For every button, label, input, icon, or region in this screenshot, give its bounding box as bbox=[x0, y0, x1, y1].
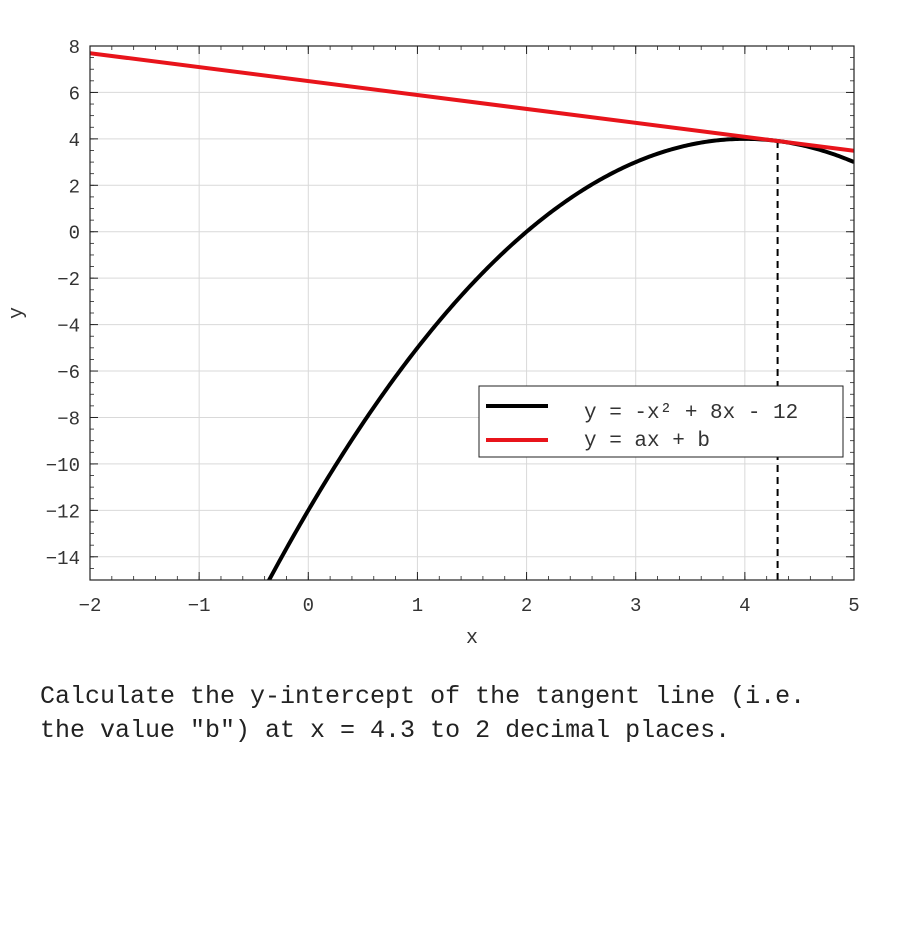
question-text: Calculate the y-intercept of the tangent… bbox=[40, 682, 806, 745]
y-tick-label: −14 bbox=[46, 548, 80, 570]
grid bbox=[89, 45, 855, 580]
y-tick-label: 6 bbox=[69, 83, 80, 105]
plot-frame bbox=[89, 45, 855, 581]
y-tick-label: −10 bbox=[46, 455, 80, 477]
x-tick-label: 0 bbox=[303, 595, 314, 617]
y-tick-labels: −14 −12 −10 −8 −6 −4 −2 0 2 4 6 8 bbox=[46, 37, 80, 570]
y-tick-label: 4 bbox=[69, 130, 80, 152]
legend-box bbox=[478, 385, 844, 458]
x-tick-label: 3 bbox=[630, 595, 641, 617]
y-tick-label: 8 bbox=[69, 37, 80, 59]
x-tick-labels: −2 −1 0 1 2 3 4 5 bbox=[79, 595, 860, 617]
x-axis-label: x bbox=[466, 627, 478, 650]
minor-ticks bbox=[89, 45, 855, 581]
x-tick-label: 2 bbox=[521, 595, 532, 617]
y-tick-label: −12 bbox=[46, 501, 80, 523]
series-tangent-line bbox=[90, 51, 854, 153]
x-tick-label: 1 bbox=[412, 595, 423, 617]
legend-label-curve: y = -x² + 8x - 12 bbox=[584, 402, 798, 425]
y-tick-label: −2 bbox=[57, 269, 80, 291]
x-tick-label: −1 bbox=[188, 595, 211, 617]
x-tick-label: 4 bbox=[739, 595, 750, 617]
plot-area bbox=[90, 46, 854, 580]
y-tick-label: −6 bbox=[57, 362, 80, 384]
legend: y = -x² + 8x - 12 y = ax + b bbox=[478, 385, 844, 458]
legend-label-tangent: y = ax + b bbox=[584, 430, 710, 453]
y-axis-label: y bbox=[6, 307, 29, 319]
y-tick-label: −8 bbox=[57, 408, 80, 430]
x-tick-label: 5 bbox=[848, 595, 859, 617]
y-tick-label: 0 bbox=[69, 223, 80, 245]
x-tick-label: −2 bbox=[79, 595, 102, 617]
y-tick-label: 2 bbox=[69, 176, 80, 198]
plot-lines bbox=[90, 51, 854, 580]
y-tick-label: −4 bbox=[57, 316, 80, 338]
series-curve-line bbox=[266, 136, 854, 580]
